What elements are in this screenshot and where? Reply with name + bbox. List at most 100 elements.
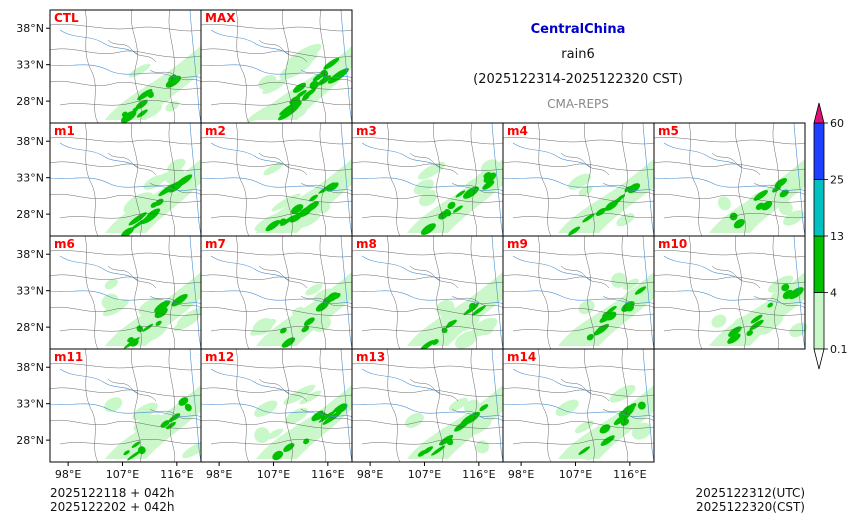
rain-core [626,304,634,312]
river [210,142,290,168]
rain-patch [266,428,284,440]
rain-core [165,75,182,88]
province-boundary [351,161,504,171]
rain-core [604,200,619,211]
rain-patch [448,397,468,411]
province-boundary [235,9,250,124]
river [512,255,592,281]
rain-core [311,410,324,420]
province-boundary [602,295,655,309]
province-boundary [584,235,595,350]
province-boundary [735,235,746,350]
rain-core [333,403,345,412]
rain-patch [167,158,186,173]
province-boundary [59,100,202,106]
rain-core [483,172,497,183]
province-boundary [300,69,353,83]
rain-patch [312,316,331,332]
province-boundary [711,265,761,289]
rain-patch [317,203,331,214]
lon-tick-label: 116°E [613,468,646,481]
province-boundary [621,348,629,463]
rain-core [301,325,310,333]
rain-core [617,194,626,201]
member-label: m14 [507,350,536,364]
province-boundary [84,235,99,350]
lat-tick-label: 33°N [16,398,44,411]
rain-patch [770,289,787,302]
province-boundary [351,274,504,284]
rain-core [431,445,446,456]
river [59,368,139,394]
rain-core [444,208,452,217]
rain-core [302,88,316,99]
province-boundary [319,9,327,124]
province-boundary [502,363,655,371]
rain-core [154,198,164,206]
rain-core [637,401,646,410]
province-boundary [84,348,99,463]
member-label: m12 [205,350,234,364]
province-boundary [361,326,504,332]
river [340,9,353,124]
province-boundary [512,326,655,332]
province-boundary [84,122,99,237]
chart-title-variable: rain6 [561,47,595,62]
chart-title-region: CentralChina [530,22,626,37]
rain-core [627,183,641,194]
footer-valid-utc: 2025122312(UTC) [695,486,806,500]
river [340,122,353,237]
rain-patch [578,174,589,183]
rain-core [586,333,594,341]
province-boundary [502,419,655,429]
province-boundary [433,122,444,237]
colorbar-level-label: 13 [830,230,844,243]
rain-core [753,189,768,201]
colorbar-segment [813,235,825,293]
river [653,177,806,192]
river [200,177,353,192]
province-boundary [300,408,353,422]
rain-core [733,218,745,229]
rain-patch [254,427,270,443]
province-boundary [688,235,703,350]
rain-patch [471,317,498,337]
rain-patch [717,196,731,211]
province-boundary [386,348,401,463]
province-boundary [131,348,142,463]
river [200,64,353,79]
rain-patch [139,325,167,344]
rain-core [137,446,146,455]
river [189,348,202,463]
river [361,255,441,281]
river [502,290,655,305]
rain-moderate-area [123,293,188,349]
rain-core [420,340,435,351]
member-label: CTL [54,11,79,25]
rain-core [136,109,148,118]
province-boundary [282,348,293,463]
lat-tick-label: 38°N [16,135,44,148]
rain-patch [165,100,180,112]
river [642,122,655,237]
province-boundary [502,193,655,203]
province-boundary [282,122,293,237]
river [361,368,441,394]
colorbar-segment [813,292,825,350]
province-boundary [537,348,552,463]
lat-tick-label: 33°N [16,285,44,298]
rain-light-area [104,385,208,459]
province-boundary [210,100,353,106]
lon-tick-label: 98°E [206,468,232,481]
province-boundary [351,250,504,258]
rain-patch [609,384,636,403]
rain-core [455,190,466,198]
panel-m8: m8 [351,235,504,351]
basemap [200,235,353,350]
province-boundary [200,137,353,145]
rain-patch [584,443,611,461]
rain-swath [558,385,654,459]
rain-patch [263,162,284,176]
rain-core [463,411,480,425]
rain-core [618,410,627,419]
